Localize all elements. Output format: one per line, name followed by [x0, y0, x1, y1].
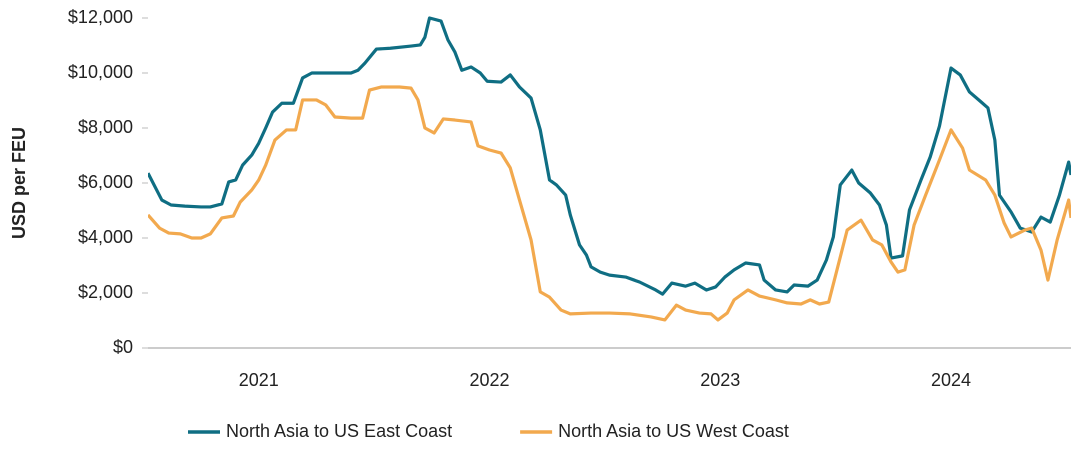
y-tick-label: $6,000: [78, 172, 133, 192]
series-line: [148, 85, 1071, 322]
series-group: [148, 16, 1071, 296]
y-tick-label: $0: [113, 337, 133, 357]
y-tick-label: $4,000: [78, 227, 133, 247]
series-group: [148, 85, 1071, 322]
legend-label: North Asia to US West Coast: [558, 421, 789, 441]
legend: North Asia to US East Coast North Asia to…: [188, 421, 789, 441]
y-tick-label: $2,000: [78, 282, 133, 302]
x-tick-label: 2021: [239, 370, 279, 390]
y-tick-label: $8,000: [78, 117, 133, 137]
y-tick-label: $12,000: [68, 7, 133, 27]
x-tick-label: 2022: [469, 370, 509, 390]
x-tick-label: 2024: [931, 370, 971, 390]
series-line: [148, 16, 1071, 296]
y-axis-title: USD per FEU: [9, 127, 29, 239]
y-tick-label: $10,000: [68, 62, 133, 82]
x-tick-label: 2023: [700, 370, 740, 390]
legend-label: North Asia to US East Coast: [226, 421, 452, 441]
